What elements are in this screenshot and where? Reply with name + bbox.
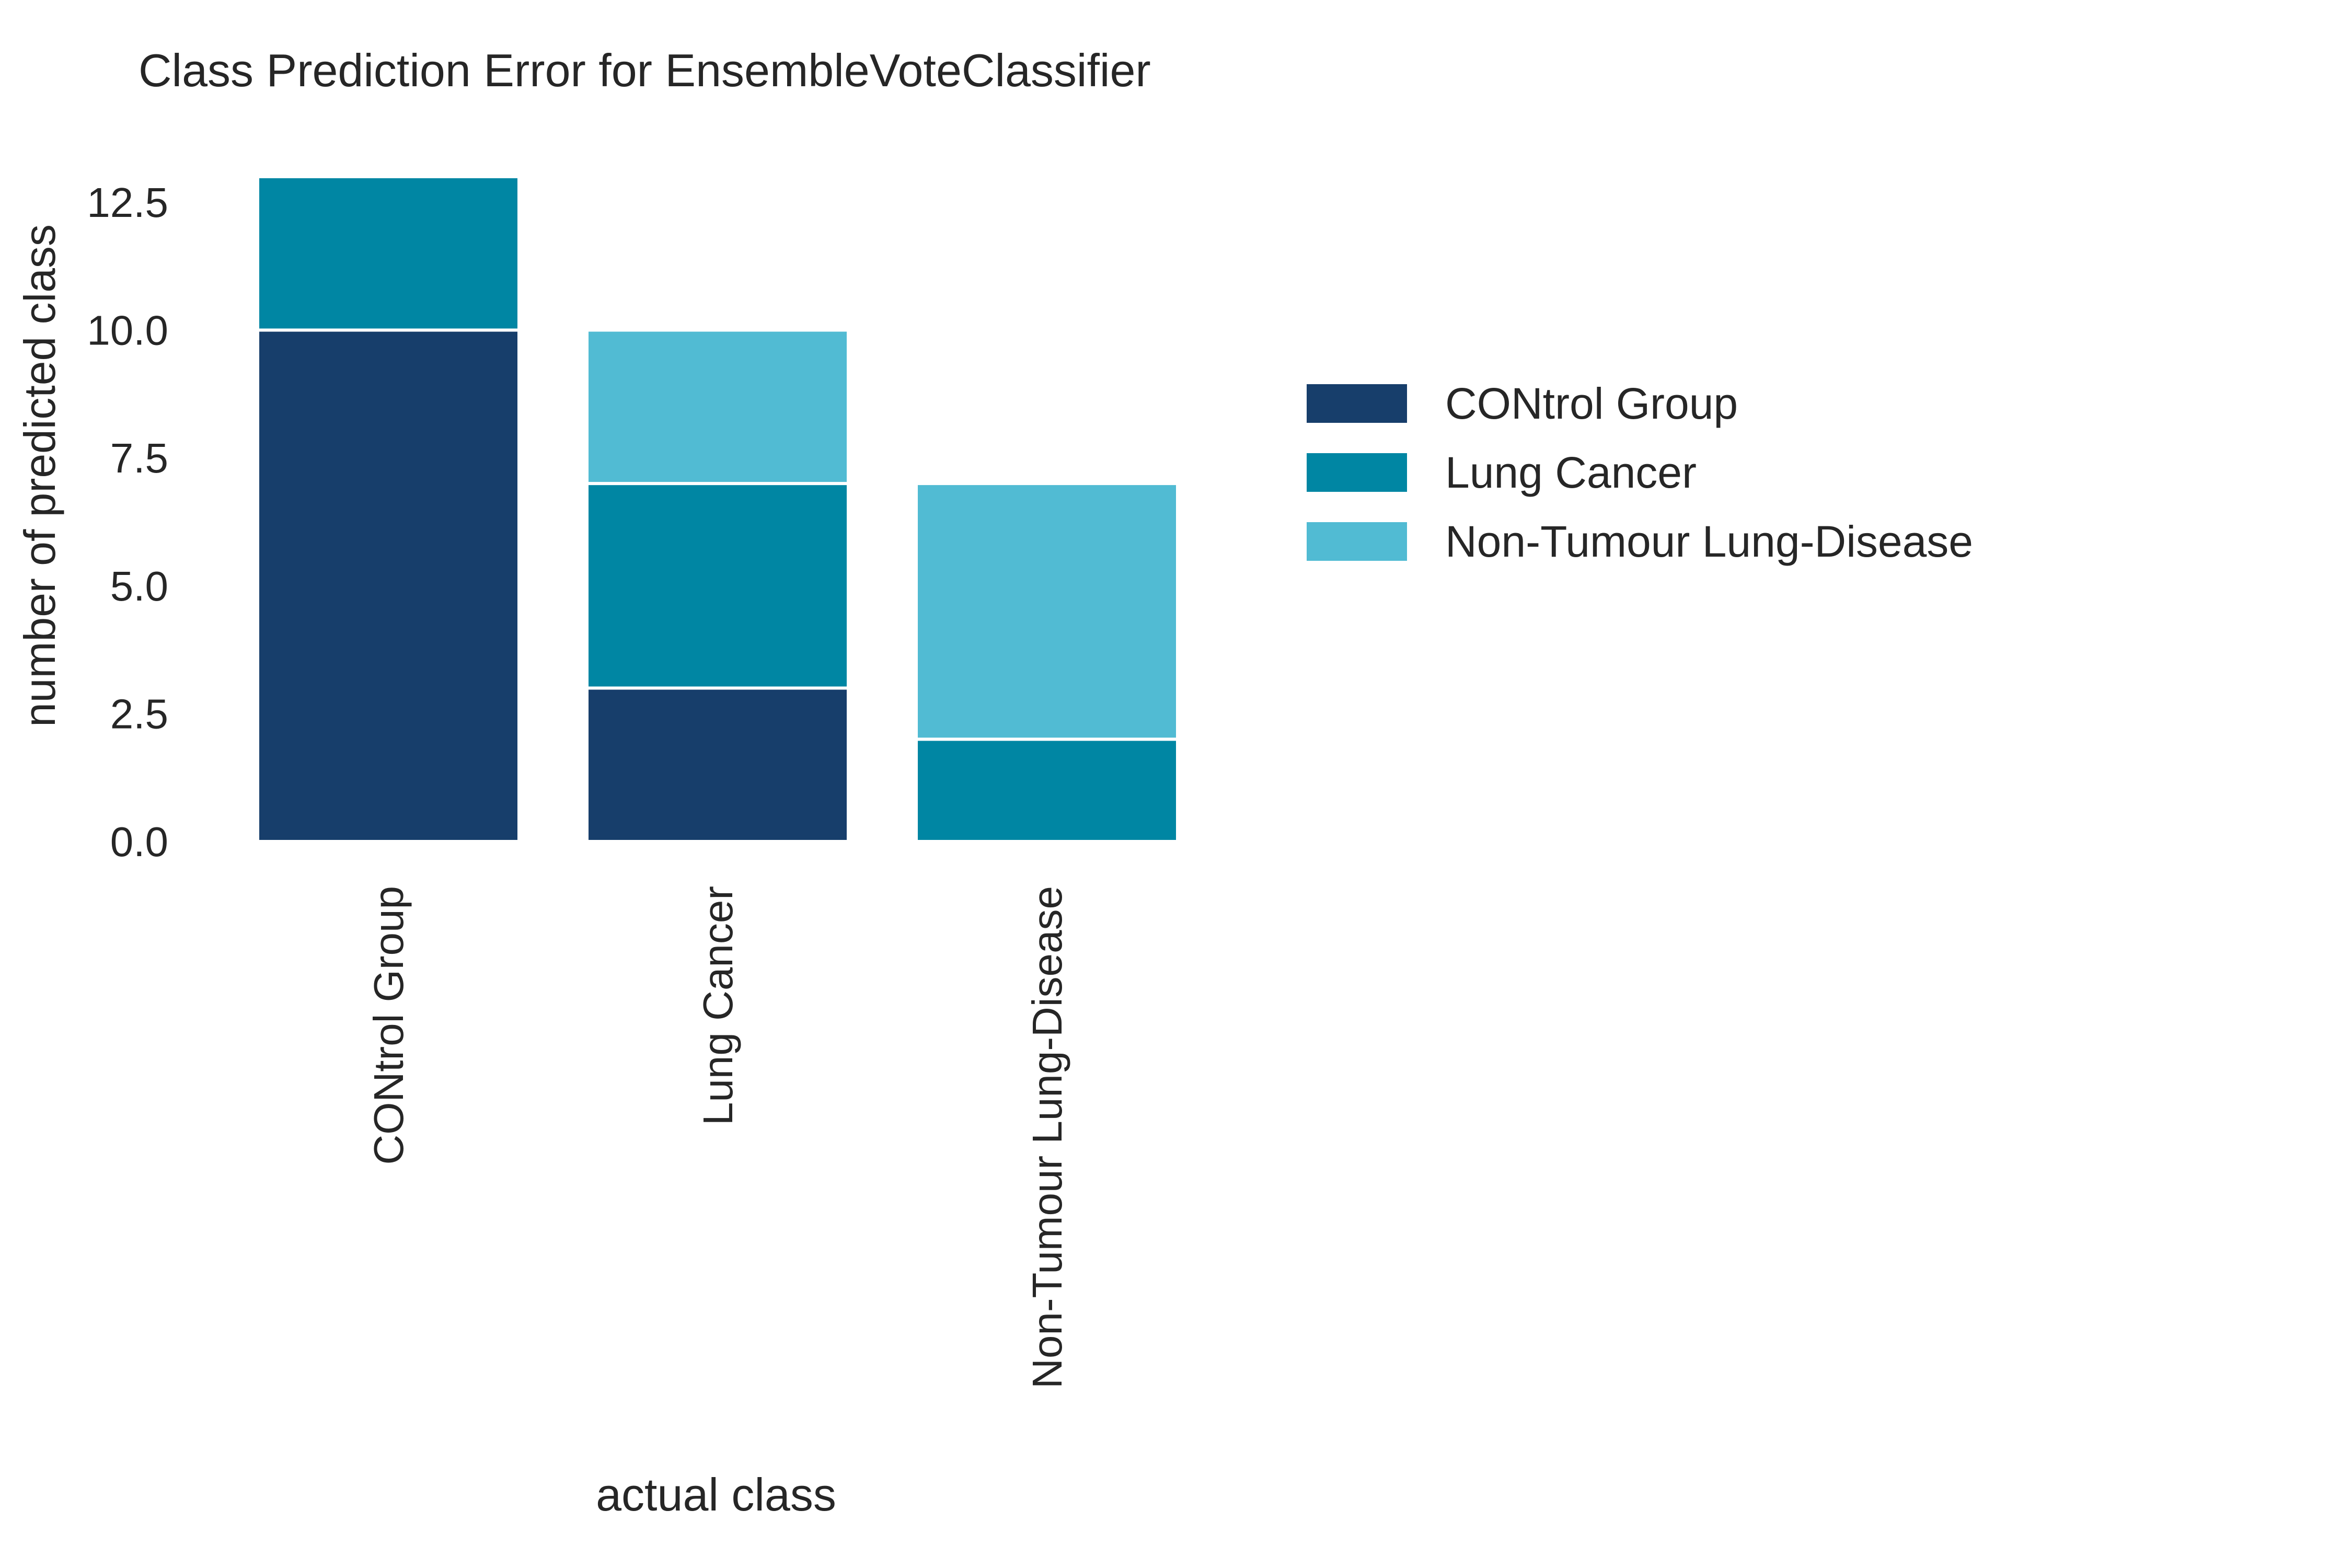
chart-title: Class Prediction Error for EnsembleVoteC…: [139, 44, 1151, 96]
y-tick-label: 7.5: [110, 435, 168, 481]
legend-swatch: [1307, 384, 1407, 423]
y-tick-label: 0.0: [110, 818, 168, 865]
x-tick-label: Non-Tumour Lung-Disease: [1024, 886, 1070, 1389]
legend-swatch: [1307, 453, 1407, 492]
y-axis-label: number of predicted class: [15, 224, 64, 727]
bar-segment: [585, 328, 850, 486]
y-tick-label: 10.0: [87, 307, 168, 354]
bar-segment: [915, 482, 1179, 741]
legend-label: Non-Tumour Lung-Disease: [1445, 517, 1973, 566]
legend: CONtrol Group Lung Cancer Non-Tumour Lung-…: [1307, 379, 1973, 566]
bar-segment: [915, 737, 1179, 844]
bar-segment: [585, 686, 850, 843]
bar-segment: [256, 328, 521, 843]
x-axis-ticks: CONtrol Group Lung Cancer Non-Tumour Lung-…: [365, 886, 1070, 1389]
legend-swatch: [1307, 522, 1407, 561]
y-tick-label: 12.5: [87, 179, 168, 226]
legend-label: CONtrol Group: [1445, 379, 1738, 428]
x-tick-label: Lung Cancer: [695, 886, 741, 1125]
y-tick-label: 2.5: [110, 690, 168, 737]
y-tick-label: 5.0: [110, 563, 168, 609]
bars: [256, 175, 1179, 844]
y-axis-ticks: 0.0 2.5 5.0 7.5 10.0 12.5: [87, 179, 168, 865]
legend-label: Lung Cancer: [1445, 448, 1697, 497]
x-axis-label: actual class: [596, 1469, 836, 1520]
bar-segment: [585, 482, 850, 690]
x-tick-label: CONtrol Group: [365, 886, 412, 1165]
bar-segment: [256, 175, 521, 332]
